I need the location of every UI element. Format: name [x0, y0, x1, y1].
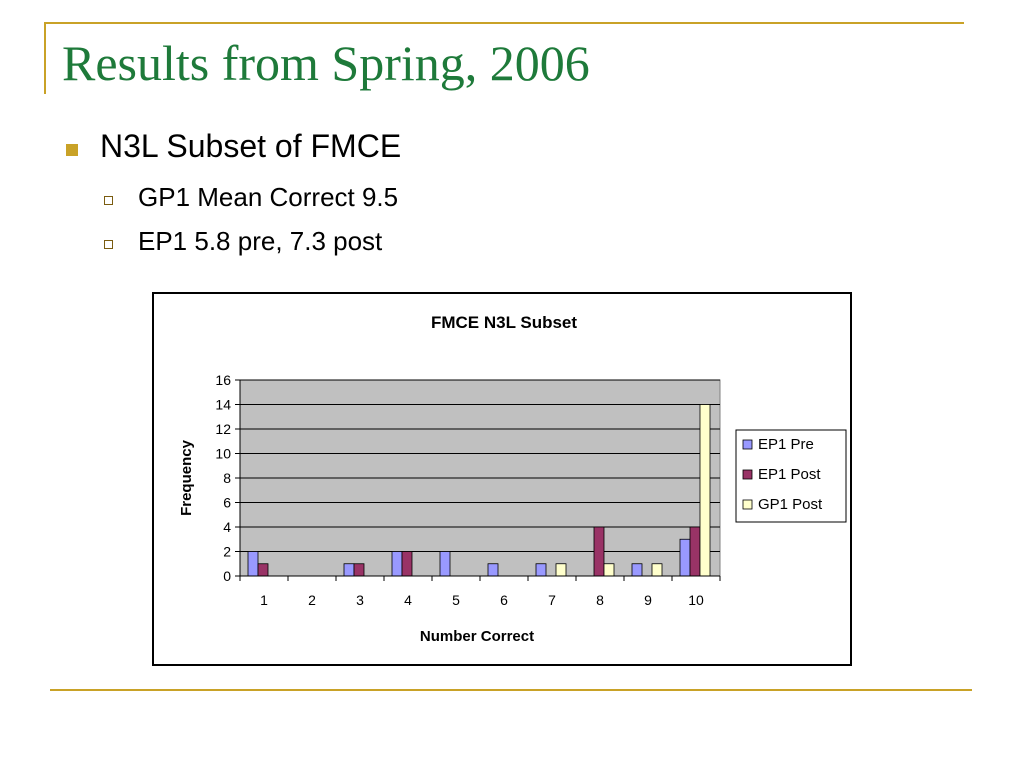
legend-label: GP1 Post — [758, 496, 823, 513]
x-tick-label: 2 — [308, 592, 316, 608]
legend-box — [735, 429, 847, 523]
bar-ep1-pre — [487, 563, 499, 577]
bar-gp1-post — [651, 563, 663, 577]
y-tick-label: 16 — [215, 372, 231, 388]
bar-ep1-post — [593, 526, 605, 577]
y-tick-label: 0 — [223, 568, 231, 584]
legend-swatch — [742, 469, 753, 480]
bullet-text: N3L Subset of FMCE — [100, 128, 402, 164]
sub-bullet-text: GP1 Mean Correct 9.5 — [138, 182, 399, 212]
x-axis-label: Number Correct — [420, 628, 534, 645]
hollow-square-bullet-icon — [104, 196, 113, 205]
title-accent-horizontal-line — [44, 22, 964, 24]
y-axis-label: Frequency — [178, 439, 195, 516]
y-tick-label: 14 — [215, 397, 231, 413]
footer-accent-line — [50, 689, 972, 691]
y-tick-label: 8 — [223, 470, 231, 486]
slide-title: Results from Spring, 2006 — [62, 35, 590, 91]
square-bullet-icon — [66, 144, 78, 156]
y-axis-ticks: 0 2 4 6 8 10 12 14 16 — [215, 372, 240, 584]
x-tick-label: 3 — [356, 592, 364, 608]
bar-ep1-post — [689, 526, 701, 577]
legend-label: EP1 Pre — [758, 436, 814, 453]
bar-gp1-post — [603, 563, 615, 577]
bar-ep1-post — [401, 551, 413, 577]
gridlines — [240, 379, 720, 552]
x-axis-ticks: 1 2 3 4 5 6 7 8 9 10 — [239, 576, 721, 608]
x-tick-label: 9 — [644, 592, 652, 608]
y-tick-label: 6 — [223, 495, 231, 511]
bar-ep1-post — [257, 563, 269, 577]
title-accent-vertical-line — [44, 22, 46, 94]
x-tick-label: 5 — [452, 592, 460, 608]
bar-ep1-pre — [679, 538, 691, 577]
y-tick-label: 2 — [223, 544, 231, 560]
bar-ep1-pre — [247, 551, 259, 577]
bar-ep1-post — [353, 563, 365, 577]
bar-ep1-pre — [391, 551, 403, 577]
bar-ep1-pre — [439, 551, 451, 577]
x-tick-label: 8 — [596, 592, 604, 608]
chart-title: FMCE N3L Subset — [431, 313, 577, 332]
hollow-square-bullet-icon — [104, 240, 113, 249]
bar-gp1-post — [699, 404, 711, 577]
legend-label: EP1 Post — [758, 466, 821, 483]
x-tick-label: 6 — [500, 592, 508, 608]
legend-swatch — [742, 439, 753, 450]
legend: EP1 Pre EP1 Post GP1 Post — [735, 429, 847, 523]
x-tick-label: 10 — [688, 592, 704, 608]
x-tick-label: 4 — [404, 592, 412, 608]
y-tick-label: 4 — [223, 519, 231, 535]
legend-swatch — [742, 499, 753, 510]
bar-ep1-pre — [535, 563, 547, 577]
y-tick-label: 12 — [215, 421, 231, 437]
sub-bullet-text: EP1 5.8 pre, 7.3 post — [138, 226, 383, 256]
x-tick-label: 7 — [548, 592, 556, 608]
bar-gp1-post — [555, 563, 567, 577]
bar-ep1-pre — [343, 563, 355, 577]
y-tick-label: 10 — [215, 446, 231, 462]
x-tick-label: 1 — [260, 592, 268, 608]
bar-ep1-pre — [631, 563, 643, 577]
